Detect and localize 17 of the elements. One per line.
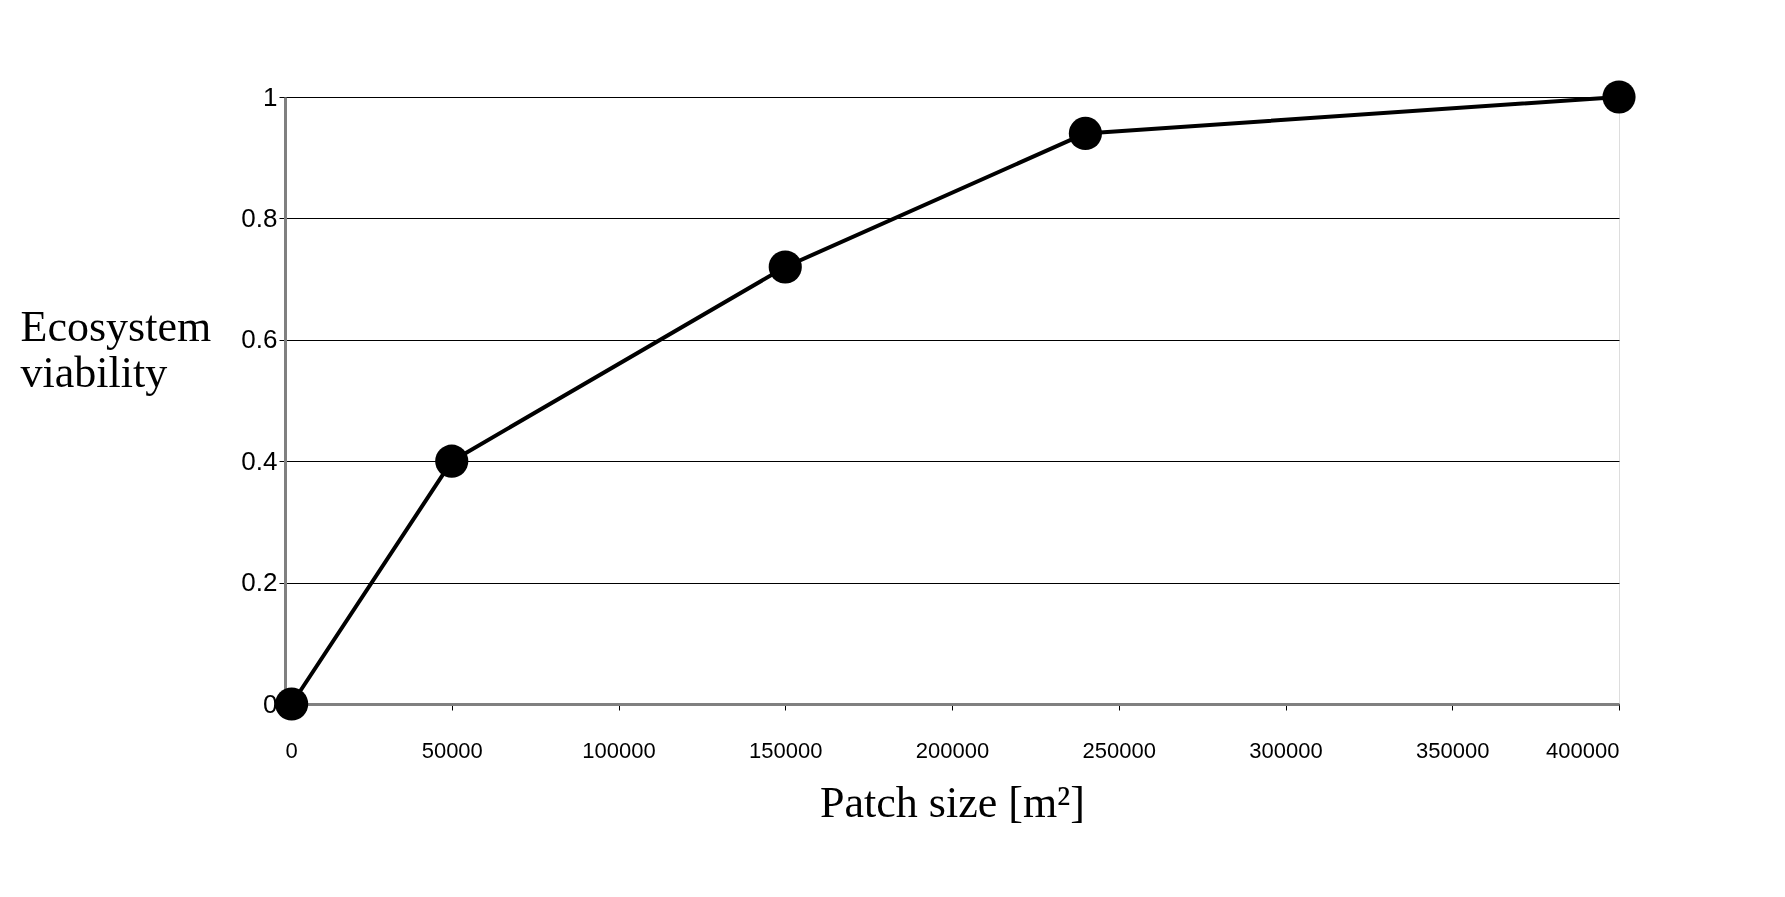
x-tick-label: 200000 [915, 737, 990, 763]
x-tick-label: 100000 [582, 737, 656, 763]
y-tick-label: 0.2 [241, 567, 278, 598]
x-axis-title: Patch size [m²] [820, 777, 1085, 827]
x-tick-label: 0 [285, 737, 298, 763]
x-tick-label: 150000 [749, 737, 823, 763]
x-tick-label: 350000 [1416, 737, 1490, 763]
y-tick-label: 0 [263, 688, 278, 719]
x-tick-label: 250000 [1082, 737, 1156, 763]
x-tick-label: 400000 [1546, 737, 1620, 763]
x-tick-label: 50000 [421, 737, 483, 763]
y-tick-label: 0.6 [241, 324, 278, 355]
y-axis-title: Ecosystem viability [20, 301, 212, 397]
x-tick-label: 300000 [1249, 737, 1323, 763]
y-tick-label: 0.8 [241, 202, 278, 233]
y-tick-label: 0.4 [241, 445, 278, 476]
y-tick-label: 1 [263, 81, 278, 112]
